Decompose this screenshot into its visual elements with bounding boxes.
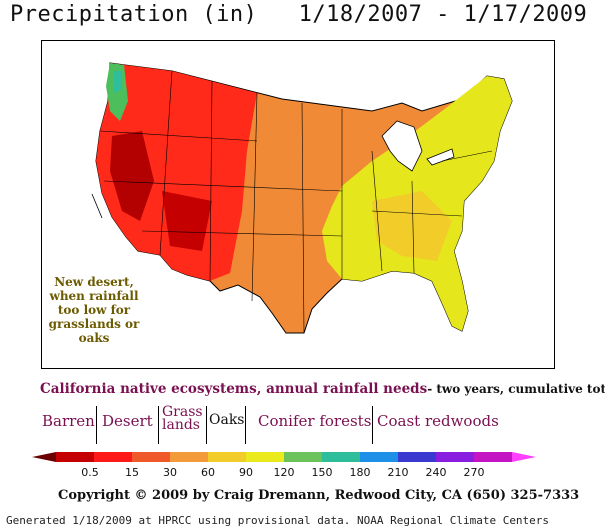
legend-label: 270	[464, 466, 485, 479]
great-lakes	[381, 120, 423, 172]
northwest-teal	[114, 71, 122, 93]
legend-arrow-left	[32, 452, 56, 462]
legend-swatch	[94, 452, 132, 462]
eco-divider	[206, 406, 207, 444]
legend-swatch	[56, 452, 94, 462]
state-borders	[99, 70, 493, 334]
copyright-notice: Copyright © 2009 by Craig Dremann, Redwo…	[58, 488, 580, 503]
eco-desert: Desert	[102, 412, 153, 430]
eco-barren: Barren	[42, 412, 95, 430]
legend-label: 0.5	[81, 466, 99, 479]
map-title: Precipitation (in) 1/18/2007 - 1/17/2009	[10, 2, 588, 27]
legend-label: 120	[274, 466, 295, 479]
legend-swatch	[474, 452, 512, 462]
eco-divider	[245, 406, 246, 444]
annotation-arrow	[91, 193, 103, 219]
us-map-graphic	[91, 62, 513, 334]
eco-grasslands: Grass lands	[162, 404, 203, 433]
legend-label: 210	[388, 466, 409, 479]
legend-label: 60	[201, 466, 215, 479]
west-dry-region	[96, 63, 257, 281]
legend-swatch	[132, 452, 170, 462]
southeast-yellow	[372, 191, 452, 261]
legend-swatch	[170, 452, 208, 462]
legend-swatch	[398, 452, 436, 462]
ecosystems-heading-main: California native ecosystems, annual rai…	[40, 381, 428, 397]
northwest-wet	[106, 63, 128, 121]
great-basin-dark	[110, 131, 154, 221]
ecosystems-heading: California native ecosystems, annual rai…	[40, 381, 605, 397]
precipitation-map: New desert, when rainfall too low for gr…	[41, 40, 555, 369]
legend-label: 30	[163, 466, 177, 479]
legend-swatch	[284, 452, 322, 462]
legend-swatch	[208, 452, 246, 462]
color-legend: 0.5 15 30 60 90 120 150 180 210 240 270	[32, 452, 536, 479]
eco-oaks: Oaks	[209, 412, 245, 428]
eco-divider	[372, 406, 373, 444]
legend-arrow-right	[512, 452, 536, 462]
legend-swatch	[436, 452, 474, 462]
eco-grasslands-line2: lands	[162, 417, 200, 433]
eco-conifer: Conifer forests	[258, 412, 372, 430]
footer-credit: Generated 1/18/2009 at HPRCC using provi…	[6, 514, 550, 527]
legend-label: 240	[426, 466, 447, 479]
legend-label: 180	[350, 466, 371, 479]
ecosystems-heading-sub: - two years, cumulative totals	[427, 382, 605, 396]
eco-divider	[96, 406, 97, 444]
legend-swatch	[246, 452, 284, 462]
new-desert-annotation: New desert, when rainfall too low for gr…	[48, 275, 140, 345]
legend-label: 150	[312, 466, 333, 479]
lake-erie	[426, 148, 455, 166]
legend-swatch	[360, 452, 398, 462]
eco-divider	[158, 406, 159, 444]
eco-grasslands-line1: Grass	[162, 404, 203, 420]
legend-label: 15	[125, 466, 139, 479]
eco-redwoods: Coast redwoods	[377, 412, 499, 430]
legend-swatch	[322, 452, 360, 462]
southwest-dark	[162, 191, 212, 251]
legend-label: 90	[239, 466, 253, 479]
